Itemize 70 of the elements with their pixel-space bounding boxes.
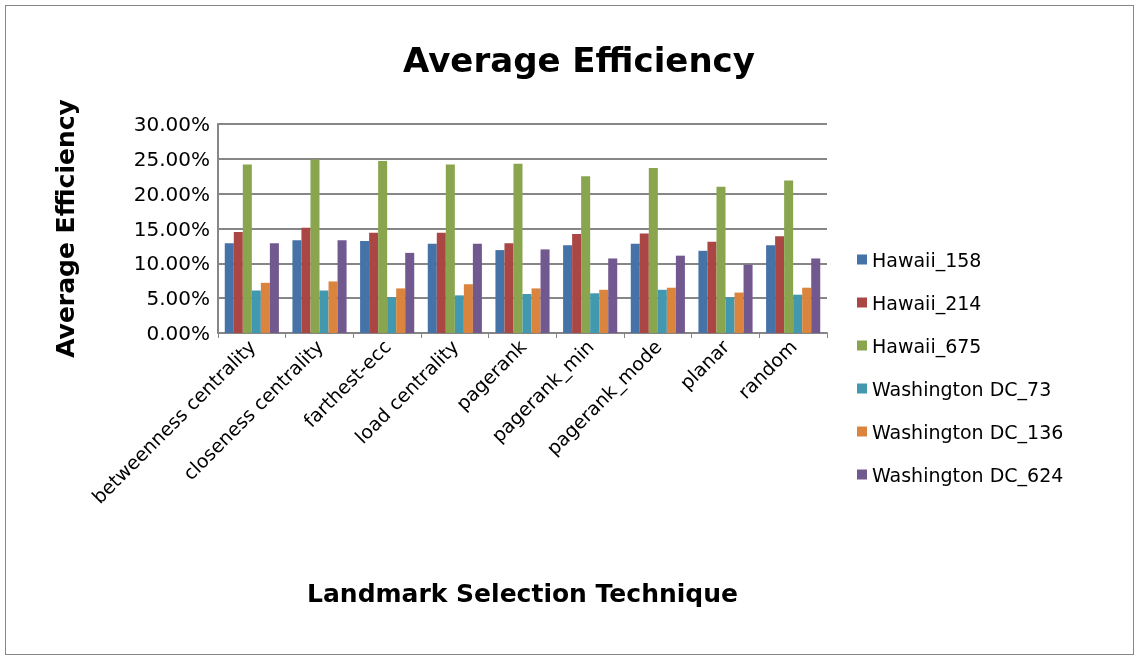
bar [436, 232, 446, 333]
bar [310, 159, 320, 333]
legend-label: Hawaii_158 [872, 248, 982, 272]
bar [725, 297, 735, 333]
bar [292, 240, 302, 333]
bar [260, 282, 270, 333]
legend-label: Washington DC_136 [872, 420, 1064, 444]
bar [328, 281, 338, 333]
bar [405, 252, 415, 333]
bar [581, 176, 591, 333]
bar [698, 250, 708, 333]
legend-label: Washington DC_73 [872, 377, 1052, 401]
bar [608, 258, 618, 333]
bar [639, 233, 649, 333]
bar [301, 227, 311, 333]
bar [396, 288, 406, 333]
bar [495, 250, 505, 333]
bar [531, 288, 541, 333]
bar [675, 255, 685, 333]
bar [716, 186, 726, 333]
y-tick-label: 10.00% [133, 251, 210, 276]
bar [734, 292, 744, 333]
bar [766, 245, 776, 333]
y-tick-label: 25.00% [133, 146, 210, 171]
bar [513, 163, 523, 333]
bar [337, 240, 347, 333]
bar [445, 164, 455, 333]
bar [454, 295, 464, 333]
y-tick-label: 5.00% [146, 286, 210, 311]
chart-title: Average Efficiency [403, 40, 755, 80]
bar [387, 297, 397, 333]
bar [648, 167, 658, 333]
bar [319, 290, 329, 333]
bar [707, 241, 717, 333]
bar [369, 232, 379, 333]
bar [360, 241, 370, 333]
bar [572, 234, 582, 333]
y-tick-label: 30.00% [133, 112, 210, 136]
bar [775, 236, 785, 333]
bar [657, 289, 667, 333]
bar [427, 243, 437, 333]
bar [630, 243, 640, 333]
bar [224, 243, 234, 333]
bar [793, 294, 803, 333]
bar [802, 287, 812, 333]
bar [378, 160, 388, 333]
bar [540, 249, 550, 333]
bar [269, 243, 279, 333]
bar [743, 264, 753, 333]
bar [233, 231, 243, 333]
bar [784, 180, 794, 333]
x-axis-title: Landmark Selection Technique [307, 579, 738, 608]
bar [251, 290, 261, 333]
bar [666, 287, 676, 333]
legend-label: Hawaii_214 [872, 291, 982, 315]
y-tick-label: 15.00% [133, 216, 210, 241]
legend-label: Washington DC_624 [872, 463, 1064, 487]
legend-label: Hawaii_675 [872, 334, 982, 358]
bar [472, 243, 482, 333]
y-tick-label: 20.00% [133, 181, 210, 206]
bar [811, 258, 821, 333]
bar [463, 284, 473, 333]
bar [599, 289, 609, 333]
bar [522, 293, 532, 333]
bar [504, 243, 514, 333]
bar [590, 293, 600, 333]
bar [242, 164, 252, 333]
y-axis-title: Average Efficiency [51, 99, 80, 358]
bar [563, 245, 573, 333]
y-tick-label: 0.00% [146, 321, 210, 345]
